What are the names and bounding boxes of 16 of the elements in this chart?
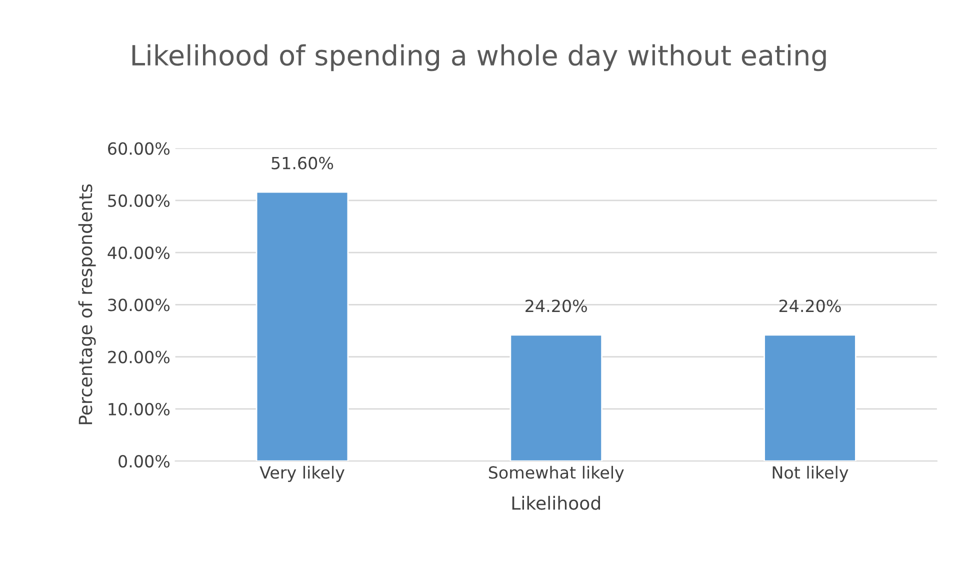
y-tick-label: 20.00% [108,350,170,364]
x-tick-label: Very likely [260,466,344,482]
data-label: 24.20% [779,300,841,312]
data-label: 51.60% [272,156,334,170]
y-tick-label: 60.00% [108,142,170,155]
y-tick-label: 40.00% [108,246,170,260]
x-axis-title: Likelihood [512,496,600,510]
x-tick-label: Somewhat likely [488,466,624,482]
chart-title: Likelihood of spending a whole day without eating [132,44,826,72]
y-tick-label: 0.00% [118,454,170,468]
y-tick-label: 50.00% [108,194,170,207]
x-tick-label: Not likely [772,466,848,482]
y-axis-title: Percentage of respondents [78,184,96,424]
y-tick-label: 10.00% [108,402,170,416]
y-tick-label: 30.00% [108,298,170,312]
data-label: 24.20% [526,300,587,312]
